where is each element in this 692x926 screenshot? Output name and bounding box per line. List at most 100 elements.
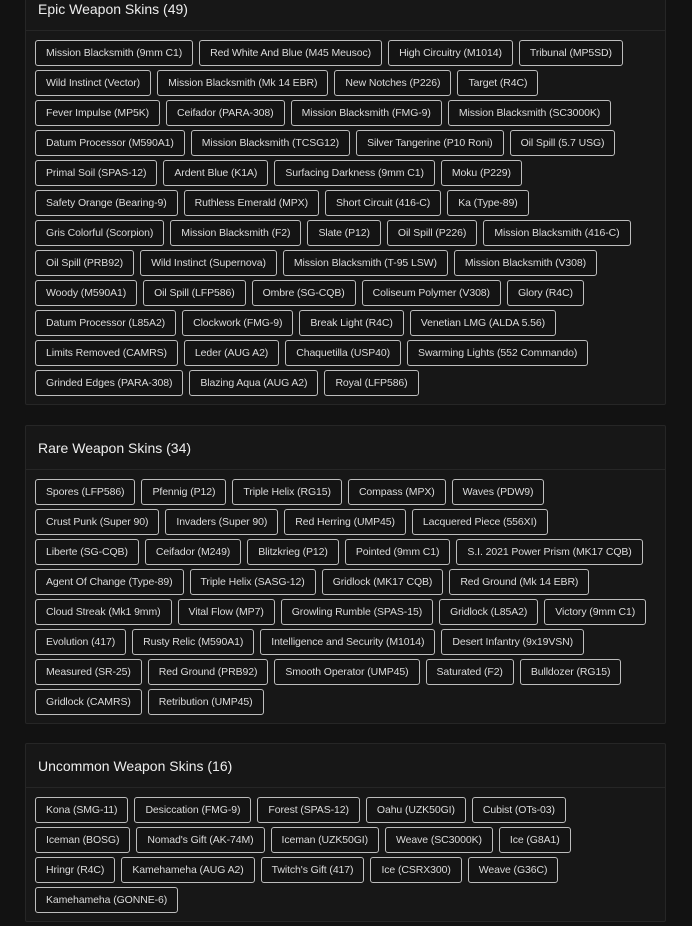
skin-chip[interactable]: Hringr (R4C) [35,857,116,883]
skin-chip[interactable]: Lacquered Piece (556XI) [411,509,548,535]
skin-chip[interactable]: Tribunal (MP5SD) [518,40,623,66]
skin-chip[interactable]: Mission Blacksmith (Mk 14 EBR) [157,70,329,96]
skin-chip[interactable]: Measured (SR-25) [35,659,142,685]
skin-chip[interactable]: Royal (LFP586) [324,370,419,396]
skin-chip[interactable]: Mission Blacksmith (TCSG12) [190,130,351,156]
skin-chip[interactable]: Iceman (UZK50GI) [270,827,380,853]
skin-chip[interactable]: Spores (LFP586) [35,479,136,505]
skin-chip[interactable]: Ruthless Emerald (MPX) [183,190,319,216]
skin-chip[interactable]: Victory (9mm C1) [544,599,647,625]
skin-chip[interactable]: Red Herring (UMP45) [284,509,406,535]
skin-chip[interactable]: Desiccation (FMG-9) [134,797,252,823]
skin-chip[interactable]: Evolution (417) [35,629,127,655]
skin-chip[interactable]: Clockwork (FMG-9) [182,310,294,336]
skin-chip[interactable]: Mission Blacksmith (FMG-9) [290,100,442,126]
skin-chip[interactable]: Ombre (SG-CQB) [251,280,356,306]
skin-chip[interactable]: Mission Blacksmith (V308) [453,250,598,276]
skin-chip[interactable]: Oil Spill (5.7 USG) [509,130,616,156]
skin-chip[interactable]: Kona (SMG-11) [35,797,129,823]
skin-chip[interactable]: Pfennig (P12) [141,479,227,505]
skin-chip[interactable]: Wild Instinct (Vector) [35,70,152,96]
skin-chip[interactable]: Target (R4C) [457,70,539,96]
skin-chip[interactable]: Intelligence and Security (M1014) [260,629,436,655]
chip-row: Wild Instinct (Vector) Mission Blacksmith… [35,70,656,96]
skin-chip[interactable]: Red White And Blue (M45 Meusoc) [199,40,383,66]
skin-chip[interactable]: Leder (AUG A2) [183,340,280,366]
skin-chip[interactable]: Oil Spill (PRB92) [35,250,135,276]
skin-chip[interactable]: Ceifador (M249) [144,539,242,565]
skin-chip[interactable]: Twitch's Gift (417) [260,857,365,883]
skin-chip[interactable]: Triple Helix (SASG-12) [189,569,316,595]
skin-chip[interactable]: Mission Blacksmith (T-95 LSW) [282,250,448,276]
skin-chip[interactable]: Saturated (F2) [425,659,514,685]
skin-chip[interactable]: Datum Processor (M590A1) [35,130,185,156]
skin-chip[interactable]: Short Circuit (416-C) [325,190,442,216]
skin-chip[interactable]: Venetian LMG (ALDA 5.56) [409,310,557,336]
skin-chip[interactable]: Blazing Aqua (AUG A2) [189,370,319,396]
skin-chip[interactable]: Ceifador (PARA-308) [166,100,285,126]
skin-chip[interactable]: Ardent Blue (K1A) [163,160,269,186]
skin-chip[interactable]: Gridlock (CAMRS) [35,689,142,715]
skin-chip[interactable]: Oahu (UZK50GI) [365,797,466,823]
skin-chip[interactable]: Crust Punk (Super 90) [35,509,160,535]
skin-chip[interactable]: Surfacing Darkness (9mm C1) [274,160,435,186]
skin-chip[interactable]: Gridlock (MK17 CQB) [321,569,444,595]
skin-chip[interactable]: Gris Colorful (Scorpion) [35,220,165,246]
skin-chip[interactable]: Slate (P12) [307,220,381,246]
skin-chip[interactable]: Ka (Type-89) [447,190,529,216]
skin-chip[interactable]: New Notches (P226) [334,70,452,96]
skin-chip[interactable]: Agent Of Change (Type-89) [35,569,184,595]
skin-chip[interactable]: Gridlock (L85A2) [439,599,539,625]
skin-chip[interactable]: Limits Removed (CAMRS) [35,340,178,366]
skin-chip[interactable]: Mission Blacksmith (416-C) [483,220,631,246]
skin-chip[interactable]: Chaquetilla (USP40) [285,340,402,366]
skin-chip[interactable]: Weave (G36C) [467,857,559,883]
skin-chip[interactable]: Vital Flow (MP7) [177,599,275,625]
skin-chip[interactable]: Moku (P229) [440,160,522,186]
skin-chip[interactable]: Blitzkrieg (P12) [247,539,339,565]
skin-chip[interactable]: Swarming Lights (552 Commando) [407,340,589,366]
skin-chip[interactable]: Rusty Relic (M590A1) [132,629,255,655]
skin-chip[interactable]: Fever Impulse (MP5K) [35,100,161,126]
skin-chip[interactable]: Cloud Streak (Mk1 9mm) [35,599,172,625]
skin-chip[interactable]: Nomad's Gift (AK-74M) [136,827,265,853]
skin-chip[interactable]: Smooth Operator (UMP45) [274,659,420,685]
skin-chip[interactable]: Growling Rumble (SPAS-15) [280,599,434,625]
skin-chip[interactable]: Ice (G8A1) [498,827,571,853]
skin-chip[interactable]: Waves (PDW9) [451,479,545,505]
skin-chip[interactable]: Iceman (BOSG) [35,827,131,853]
skin-chip[interactable]: Glory (R4C) [506,280,584,306]
skin-chip[interactable]: High Circuitry (M1014) [388,40,513,66]
skin-chip[interactable]: Kamehameha (AUG A2) [121,857,255,883]
skin-chip[interactable]: Desert Infantry (9x19VSN) [441,629,585,655]
skin-chip[interactable]: Oil Spill (LFP586) [143,280,246,306]
skin-chip[interactable]: Cubist (OTs-03) [471,797,566,823]
skin-chip[interactable]: Mission Blacksmith (9mm C1) [35,40,194,66]
skin-chip[interactable]: Mission Blacksmith (SC3000K) [447,100,612,126]
skin-chip[interactable]: Bulldozer (RG15) [519,659,622,685]
skin-chip[interactable]: Break Light (R4C) [299,310,404,336]
skin-chip[interactable]: Liberte (SG-CQB) [35,539,139,565]
skin-chip[interactable]: Retribution (UMP45) [147,689,264,715]
skin-chip[interactable]: Silver Tangerine (P10 Roni) [356,130,504,156]
skin-chip[interactable]: Safety Orange (Bearing-9) [35,190,178,216]
skin-chip[interactable]: Red Ground (PRB92) [147,659,269,685]
skin-chip[interactable]: Weave (SC3000K) [385,827,493,853]
skin-chip[interactable]: Coliseum Polymer (V308) [361,280,501,306]
skin-chip[interactable]: Woody (M590A1) [35,280,138,306]
skin-chip[interactable]: Oil Spill (P226) [386,220,478,246]
skin-chip[interactable]: Red Ground (Mk 14 EBR) [449,569,590,595]
skin-chip[interactable]: Triple Helix (RG15) [232,479,342,505]
skin-chip[interactable]: S.I. 2021 Power Prism (MK17 CQB) [456,539,643,565]
skin-chip[interactable]: Grinded Edges (PARA-308) [35,370,184,396]
skin-chip[interactable]: Invaders (Super 90) [165,509,279,535]
skin-chip[interactable]: Ice (CSRX300) [370,857,462,883]
skin-chip[interactable]: Compass (MPX) [347,479,446,505]
skin-chip[interactable]: Pointed (9mm C1) [344,539,451,565]
skin-chip[interactable]: Forest (SPAS-12) [257,797,360,823]
skin-chip[interactable]: Kamehameha (GONNE-6) [35,887,179,913]
skin-chip[interactable]: Primal Soil (SPAS-12) [35,160,158,186]
skin-chip[interactable]: Wild Instinct (Supernova) [140,250,277,276]
skin-chip[interactable]: Datum Processor (L85A2) [35,310,177,336]
skin-chip[interactable]: Mission Blacksmith (F2) [170,220,302,246]
